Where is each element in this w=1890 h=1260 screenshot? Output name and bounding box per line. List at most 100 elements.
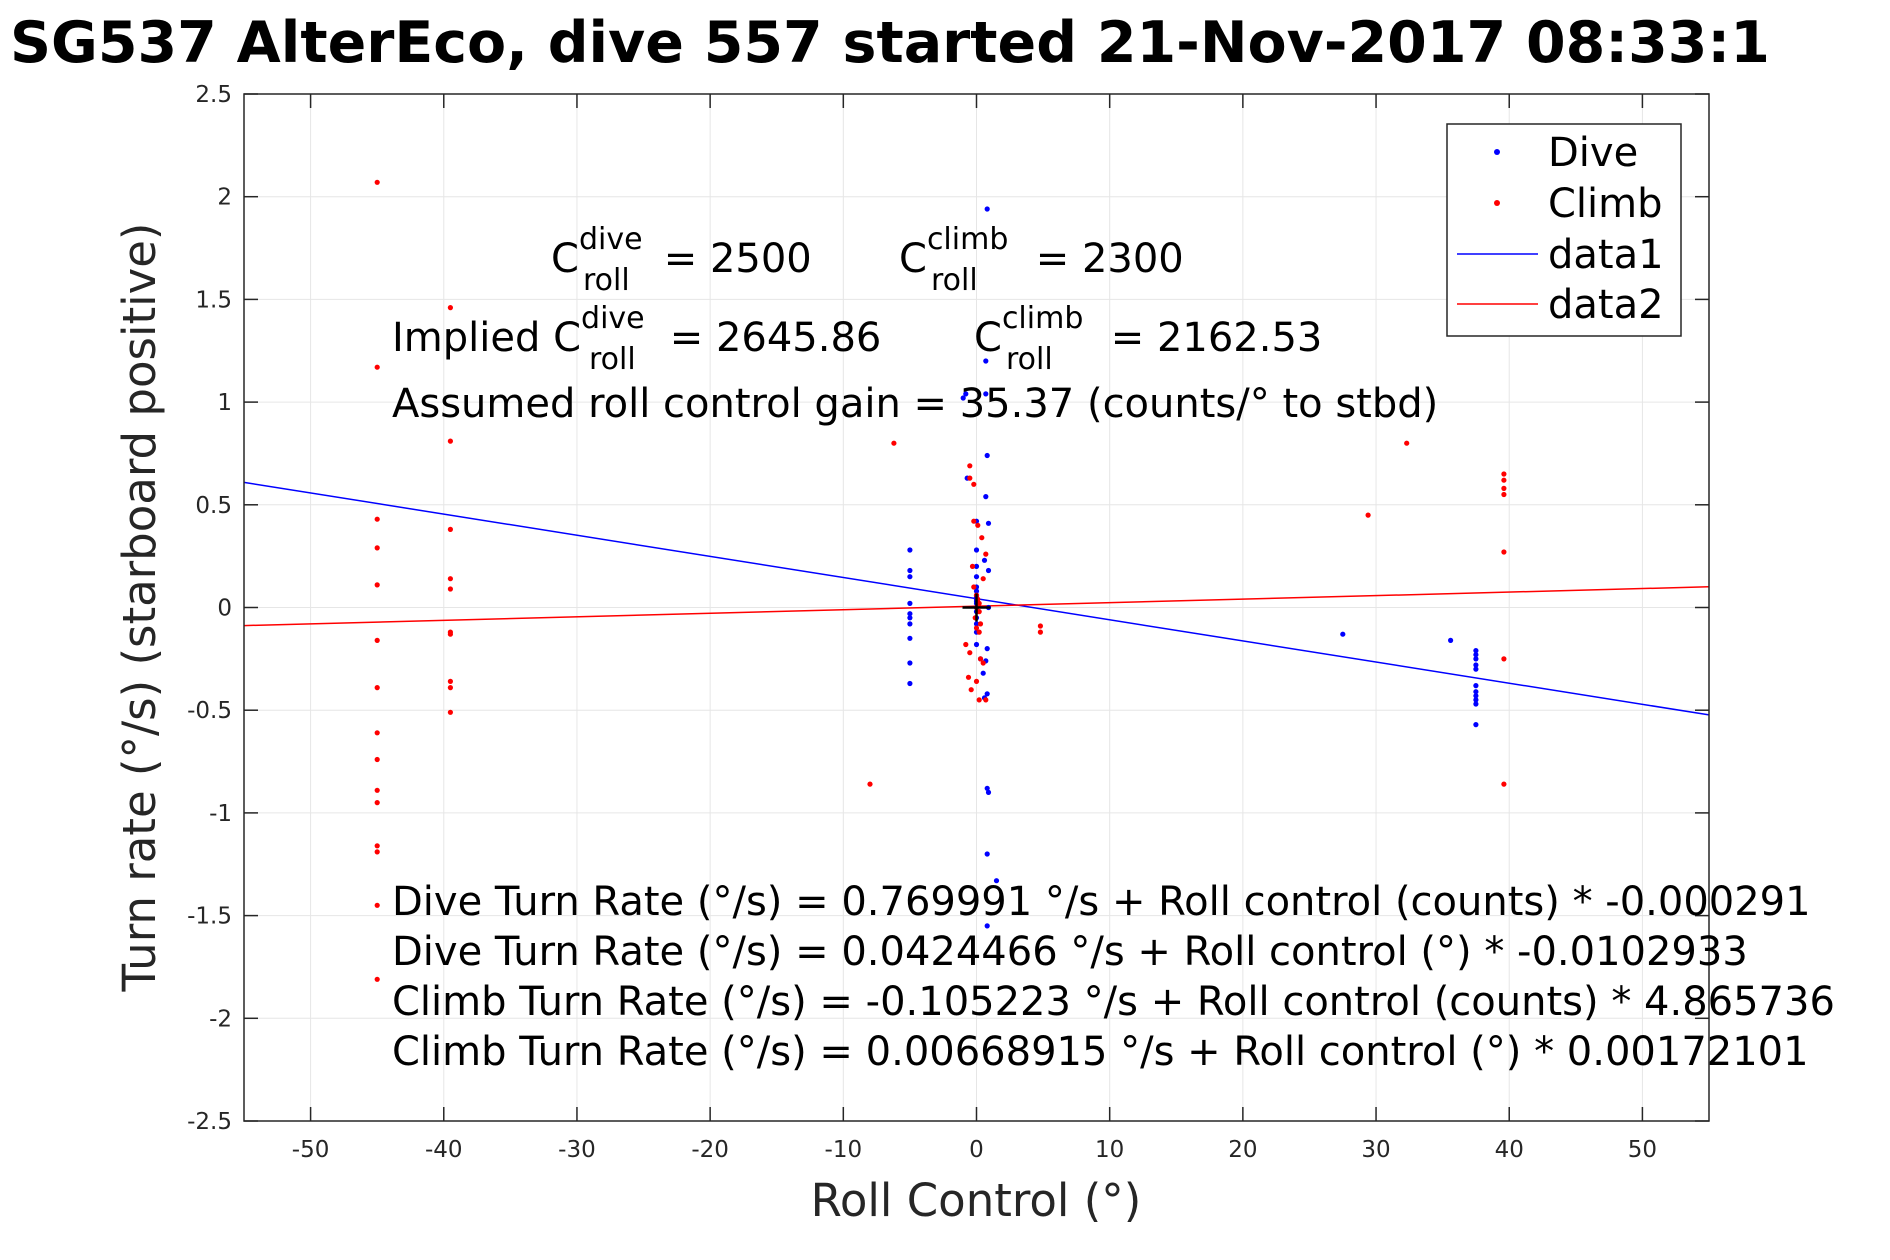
dive-point	[973, 547, 980, 553]
climb-point	[374, 849, 380, 855]
origin-marker	[962, 593, 991, 622]
climb-point	[979, 535, 985, 541]
climb-point	[1501, 471, 1507, 477]
y-tick-label: -1	[209, 801, 232, 827]
equation-dive-degrees: Dive Turn Rate (°/s) = 0.0424466 °/s + R…	[392, 929, 1748, 975]
dive-point	[981, 557, 988, 563]
climb-point	[968, 687, 974, 693]
climb-point	[447, 576, 453, 582]
climb-point	[977, 621, 984, 627]
climb-point	[973, 678, 980, 685]
climb-point	[374, 685, 380, 691]
dive-point	[983, 391, 989, 397]
dive-point	[984, 452, 990, 459]
dive-point	[1473, 697, 1479, 703]
climb-point	[374, 516, 380, 522]
legend: Dive Climb data1 data2	[1446, 123, 1682, 337]
dive-point	[984, 691, 990, 697]
dive-point	[1448, 637, 1454, 644]
climb-point	[374, 582, 380, 588]
legend-climb-marker	[1494, 200, 1500, 206]
climb-point	[1501, 485, 1507, 491]
climb-point	[980, 576, 986, 582]
climb-point	[374, 787, 380, 793]
c-dive-annotation: Cdive roll = 2500	[551, 222, 812, 298]
climb-point	[374, 545, 380, 551]
climb-point	[1501, 549, 1507, 555]
dive-point	[1473, 666, 1479, 672]
x-tick-label: 10	[1095, 1137, 1124, 1163]
climb-point	[963, 641, 969, 648]
y-tick-label: -2.5	[187, 1109, 232, 1135]
climb-point	[447, 685, 453, 691]
climb-point	[1404, 440, 1410, 446]
climb-point	[976, 629, 982, 635]
climb-point	[1037, 623, 1043, 629]
dive-point	[907, 567, 913, 574]
climb-point	[969, 563, 976, 570]
chart-title: SG537 AlterEco, dive 557 started 21-Nov-…	[10, 10, 1770, 76]
dive-point	[1473, 662, 1479, 668]
dive-point	[907, 660, 913, 666]
roll-gain-annotation: Assumed roll control gain = 35.37 (count…	[392, 381, 1438, 427]
implied-dive-annotation: Implied Cdive roll = 2645.86	[392, 301, 881, 377]
dive-point	[907, 574, 913, 580]
climb-point	[374, 800, 380, 806]
climb-point	[983, 551, 989, 557]
climb-point	[1501, 477, 1507, 483]
legend-dive-label: Dive	[1548, 130, 1638, 176]
climb-point	[983, 697, 989, 703]
climb-point	[374, 902, 380, 908]
dive-point	[985, 520, 992, 526]
dive-point	[1340, 631, 1346, 637]
x-tick-label: 50	[1628, 1137, 1657, 1163]
y-axis-label: Turn rate (°/s) (starboard positive)	[113, 223, 166, 993]
y-tick-label: -1.5	[187, 904, 232, 930]
dive-point	[984, 646, 990, 652]
climb-point	[1501, 656, 1507, 662]
climb-point	[374, 976, 380, 982]
climb-point	[447, 526, 453, 533]
equation-climb-counts: Climb Turn Rate (°/s) = -0.105223 °/s + …	[392, 979, 1835, 1025]
legend-dive-marker	[1494, 149, 1500, 155]
climb-point	[971, 518, 977, 524]
dive-point	[973, 588, 980, 594]
climb-point	[973, 625, 980, 631]
y-tick-label: 0	[217, 596, 232, 622]
legend-climb-label: Climb	[1548, 181, 1663, 227]
dive-point	[1473, 648, 1479, 654]
dive-point	[907, 600, 913, 607]
dive-point	[980, 670, 986, 676]
dive-point	[1473, 689, 1479, 695]
x-tick-label: 20	[1228, 1137, 1257, 1163]
climb-point	[1501, 491, 1507, 498]
climb-point	[1501, 781, 1507, 787]
dive-point	[907, 635, 913, 641]
dive-point	[1473, 693, 1479, 699]
axes-box	[243, 93, 1710, 1122]
dive-point	[984, 206, 990, 212]
dive-point	[907, 621, 913, 627]
x-axis-ticks: -50 -40 -30 -20 -10 0 10 20 30 40 50	[292, 94, 1657, 1163]
climb-point	[965, 674, 972, 680]
y-tick-label: 2.5	[195, 82, 232, 108]
fit-equations: Dive Turn Rate (°/s) = 0.769991 °/s + Ro…	[392, 879, 1835, 1075]
climb-point	[891, 440, 897, 446]
dive-point	[907, 680, 913, 687]
x-tick-label: -20	[691, 1137, 729, 1163]
x-tick-label: -10	[825, 1137, 863, 1163]
legend-box	[1446, 123, 1682, 337]
dive-point	[960, 395, 966, 401]
climb-point	[976, 609, 982, 615]
climb-point	[374, 756, 380, 763]
dive-point	[993, 878, 1000, 884]
legend-data2-label: data2	[1548, 282, 1664, 328]
climb-point	[374, 179, 380, 185]
climb-point	[447, 305, 453, 311]
climb-point	[374, 843, 380, 849]
y-tick-label: 1.5	[195, 287, 232, 313]
y-tick-label: -0.5	[187, 698, 232, 724]
x-tick-label: 40	[1495, 1137, 1524, 1163]
dive-point	[973, 621, 980, 627]
